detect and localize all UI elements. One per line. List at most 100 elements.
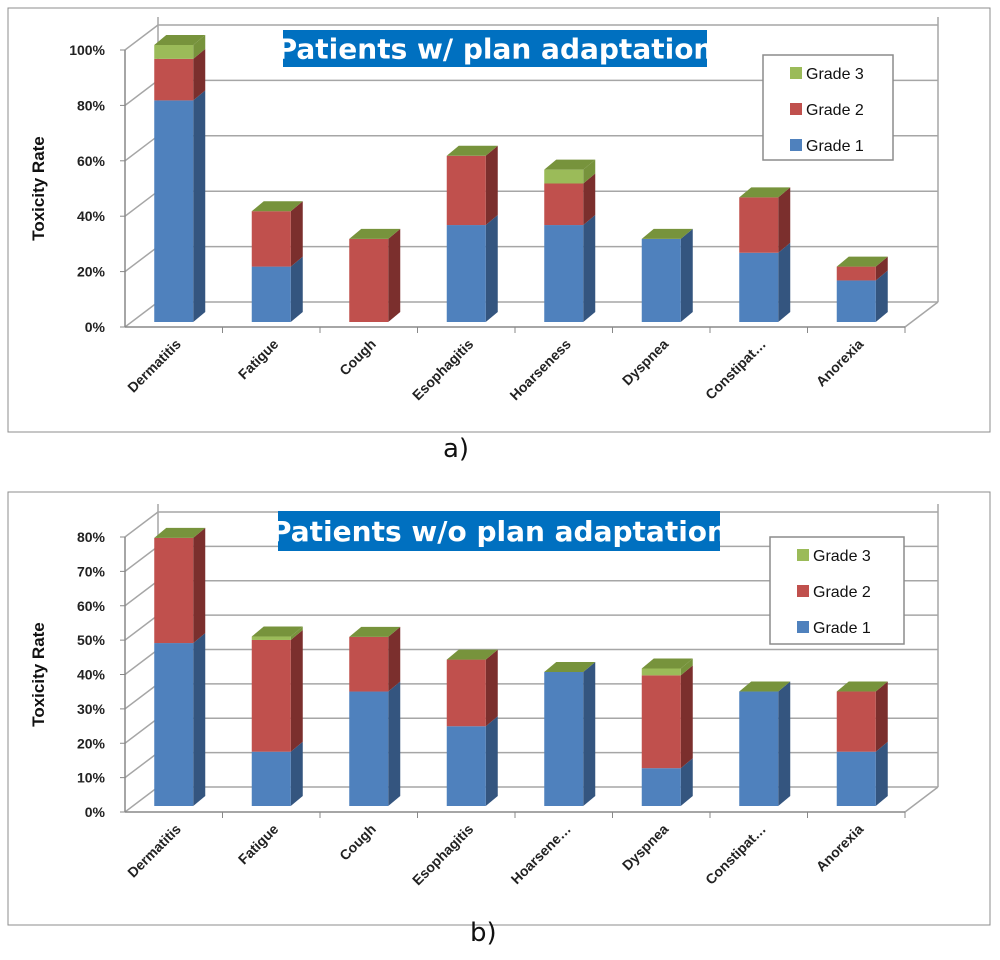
bar-side-grade-1 <box>485 716 498 806</box>
bar-side-grade-3 <box>290 626 303 640</box>
bar-side-grade-1 <box>778 242 791 322</box>
side-gridline <box>124 190 159 217</box>
bar-side-grade-2 <box>193 527 206 644</box>
side-gridline <box>124 545 159 572</box>
chart-b: 0%10%20%30%40%50%60%70%80%Toxicity RateD… <box>7 491 991 926</box>
legend-label: Grade 2 <box>806 102 864 119</box>
y-tick-label: 20% <box>77 264 106 280</box>
legend-label: Grade 3 <box>806 66 864 83</box>
bar-top-cap <box>446 145 498 156</box>
bar-grade-3 <box>154 45 194 59</box>
y-tick-label: 80% <box>77 529 106 545</box>
y-tick-label: 10% <box>77 770 106 786</box>
side-gridline <box>124 786 159 813</box>
bar-side-grade-1 <box>290 741 303 806</box>
y-tick-label: 100% <box>69 42 105 58</box>
bar-top-cap <box>446 649 498 660</box>
bar-side-grade-2 <box>485 649 498 727</box>
bar-grade-2 <box>154 58 194 101</box>
bar-side-grade-1 <box>193 90 206 323</box>
bar-grade-1 <box>154 643 194 806</box>
side-gridline <box>124 580 159 607</box>
legend: Grade 3 Grade 2 Grade 1 <box>769 536 905 645</box>
bar-side-grade-1 <box>388 681 401 806</box>
bar-grade-2 <box>251 211 291 267</box>
bar-grade-2 <box>641 675 681 769</box>
y-tick-label: 20% <box>77 735 106 751</box>
caption-b: b) <box>470 918 497 948</box>
bar-grade-2 <box>836 691 876 752</box>
bar-grade-1 <box>154 100 194 323</box>
legend-swatch <box>790 67 802 79</box>
bar-side-grade-3 <box>583 159 596 184</box>
legend: Grade 3 Grade 2 Grade 1 <box>762 54 894 161</box>
bar-side-grade-2 <box>388 626 401 692</box>
chart-title: Patients w/ plan adaptation <box>277 33 714 66</box>
y-tick-label: 70% <box>77 563 106 579</box>
side-gridline <box>124 79 159 106</box>
bar-grade-1 <box>544 225 584 322</box>
bar-top-cap <box>739 187 791 198</box>
bar-side-grade-2 <box>290 629 303 752</box>
bar-grade-1 <box>836 751 876 806</box>
bar-grade-3 <box>544 169 584 184</box>
bar-grade-2 <box>544 183 584 226</box>
bar-top-cap <box>641 228 693 239</box>
legend-label: Grade 2 <box>813 584 871 601</box>
bar-top-cap <box>544 159 596 170</box>
legend-label: Grade 1 <box>806 138 864 155</box>
bar-grade-2 <box>446 155 486 226</box>
bar-grade-2 <box>154 537 194 644</box>
bar-top-cap <box>349 228 401 239</box>
y-tick-label: 0% <box>85 319 106 335</box>
bar-grade-2 <box>446 659 486 727</box>
bar-side-grade-2 <box>388 228 401 322</box>
bar-grade-1 <box>446 225 486 322</box>
legend-swatch <box>797 585 809 597</box>
chart-title: Patients w/o plan adaptation <box>271 515 727 548</box>
side-gridline <box>124 511 159 538</box>
bar-grade-2 <box>349 636 389 692</box>
side-gridline <box>124 683 159 710</box>
bar-grade-1 <box>739 252 779 322</box>
side-gridline <box>124 614 159 641</box>
legend-box <box>762 54 894 161</box>
chart-title-bg <box>283 30 707 67</box>
bar-grade-2 <box>251 639 291 752</box>
bar-top-cap <box>154 35 206 45</box>
y-axis-label: Toxicity Rate <box>29 622 48 727</box>
bar-side-grade-1 <box>193 633 206 806</box>
bar-side-grade-1 <box>778 681 791 806</box>
bar-top-cap <box>641 658 693 669</box>
side-gridline <box>124 246 159 273</box>
bar-top-cap <box>836 681 888 692</box>
legend-swatch <box>790 103 802 115</box>
y-tick-label: 60% <box>77 153 106 169</box>
side-gridline <box>124 301 159 328</box>
bar-grade-1 <box>544 671 584 806</box>
caption-a: a) <box>443 434 470 464</box>
y-tick-label: 40% <box>77 667 106 683</box>
y-tick-label: 30% <box>77 701 106 717</box>
bar-top-cap <box>544 661 596 672</box>
bar-grade-2 <box>349 238 389 322</box>
bar-side-grade-2 <box>680 665 693 769</box>
bar-top-cap <box>251 626 303 637</box>
side-gridline <box>124 752 159 779</box>
bar-top-cap <box>739 681 791 692</box>
y-axis-label: Toxicity Rate <box>29 136 48 241</box>
bar-grade-1 <box>739 691 779 806</box>
bar-side-grade-1 <box>875 270 888 322</box>
bar-side-grade-1 <box>875 741 888 806</box>
bar-grade-1 <box>836 280 876 322</box>
bar-grade-1 <box>446 726 486 806</box>
legend-label: Grade 3 <box>813 548 871 565</box>
bar-side-grade-3 <box>193 35 206 59</box>
legend-swatch <box>797 549 809 561</box>
floor-edge <box>904 786 939 813</box>
bar-side-grade-2 <box>583 173 596 226</box>
bar-grade-1 <box>251 751 291 806</box>
bar-side-grade-2 <box>193 48 206 101</box>
side-gridline <box>124 135 159 162</box>
